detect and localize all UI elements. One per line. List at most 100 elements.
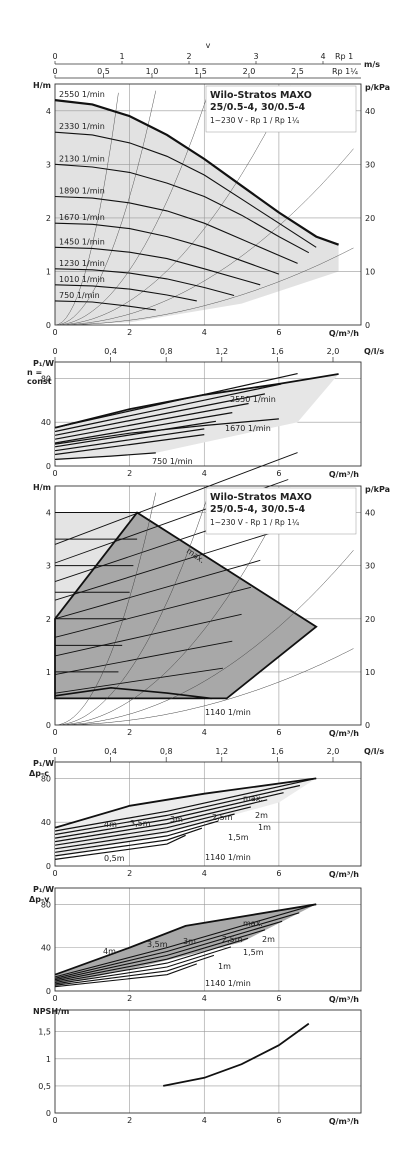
system-curve xyxy=(54,492,157,726)
top-tick-label: 2,5 xyxy=(291,67,304,76)
x-tick-label: 2 xyxy=(127,994,132,1003)
x-tick-label: 6 xyxy=(276,1116,281,1125)
x-tick-label: 2 xyxy=(127,469,132,478)
system-curve xyxy=(55,148,354,326)
curve-annotation: 750 1/min xyxy=(152,457,193,466)
system-curve xyxy=(55,247,354,326)
y-right-tick-label: 30 xyxy=(365,160,375,169)
power-curve-750 xyxy=(54,452,156,460)
x-axis-label: Q/m³/h xyxy=(329,729,359,738)
curve-annotation: 1670 1/min xyxy=(225,424,271,433)
x-tick-label: 4 xyxy=(202,869,207,878)
x-tick-label: 4 xyxy=(202,1116,207,1125)
dp-var-line xyxy=(54,640,233,675)
y-tick-label: 0,5 xyxy=(38,1082,51,1091)
power-curve xyxy=(54,813,235,850)
npsh-curve xyxy=(163,1022,310,1087)
power-curve xyxy=(54,792,284,839)
power-curve xyxy=(54,834,186,860)
top-axis-label-v: v xyxy=(206,41,211,50)
x-tick-label: 4 xyxy=(202,728,207,737)
top-tick-label: 0 xyxy=(52,347,57,356)
top-tick-label: 4 xyxy=(320,52,325,61)
y-right-axis-label: p/kPa xyxy=(365,83,390,92)
speed-curve-label: 1450 1/min xyxy=(59,237,105,246)
x-axis-label: Q/m³/h xyxy=(329,870,359,879)
speed-curve-750 xyxy=(54,300,156,311)
speed-curve-1230 xyxy=(54,268,235,297)
power-curve xyxy=(54,383,282,433)
curve-annotation: 2550 1/min xyxy=(230,395,276,404)
operating-area-shade xyxy=(55,100,339,325)
curve-annotation: 1m xyxy=(258,823,271,832)
x-tick-label: 4 xyxy=(202,994,207,1003)
curve-annotation: 1m xyxy=(218,962,231,971)
speed-curve-label: 2130 1/min xyxy=(59,154,105,163)
power-curve xyxy=(54,402,249,440)
curve-annotation: 1140 1/min xyxy=(205,853,251,862)
y-axis-label: H/m xyxy=(33,483,51,492)
dp-var-line xyxy=(54,586,252,638)
top-tick-label: 2 xyxy=(186,52,191,61)
power-curve-1670 xyxy=(54,418,279,445)
power-curve xyxy=(54,929,266,982)
x-tick-label: 6 xyxy=(276,869,281,878)
top-tick-label: 0 xyxy=(52,67,57,76)
y-tick-label: 0 xyxy=(46,462,51,471)
y-tick-label: 80 xyxy=(41,774,51,783)
speed-curve-label: 1230 1/min xyxy=(59,259,105,268)
x-tick-label: 6 xyxy=(276,469,281,478)
system-curve xyxy=(55,550,354,726)
power-curve-max xyxy=(54,903,317,976)
x-axis-label: Q/m³/h xyxy=(329,1117,359,1126)
y-right-tick-label: 40 xyxy=(365,107,375,116)
plot-frame xyxy=(54,887,362,992)
y-tick-label: 4 xyxy=(46,107,51,116)
power-curve xyxy=(54,903,317,978)
top-axis-note: Rp 1 xyxy=(335,52,353,61)
power-curve xyxy=(54,434,205,456)
x-tick-label: 2 xyxy=(127,869,132,878)
y-tick-label: 80 xyxy=(41,900,51,909)
x-tick-label: 2 xyxy=(127,1116,132,1125)
y-tick-label: 1 xyxy=(46,267,51,276)
x-tick-label: 0 xyxy=(52,869,57,878)
power-curve xyxy=(54,946,232,985)
system-curve xyxy=(54,495,209,726)
top-tick-label: 1,6 xyxy=(271,747,284,756)
y-tick-label: 2 xyxy=(46,214,51,223)
y-tick-label: 0 xyxy=(46,721,51,730)
speed-curve-label: 750 1/min xyxy=(59,291,100,300)
y-axis-label-extra: Δp-v xyxy=(29,895,50,904)
y-axis-label: H/m xyxy=(33,81,51,90)
y-right-tick-label: 40 xyxy=(365,509,375,518)
y-right-tick-label: 0 xyxy=(365,321,370,330)
chart-panel-p_dpc: 0 2 4 6 0 40 80 P₁/W Q/m³/h 0 0,4 0,8 1,2 1,6 2,0 Q/l/s… xyxy=(29,747,384,879)
speed-curve-1450 xyxy=(54,246,261,286)
top-tick-label: 1 xyxy=(119,52,124,61)
curve-annotation: 4m xyxy=(103,947,116,956)
top-tick-label: 1,2 xyxy=(215,747,228,756)
speed-curve-2330 xyxy=(54,131,317,248)
chart-panel-p_const: 0 2 4 6 0 40 80 P₁/W Q/m³/h 0 0,4 0,8 1,2 1,6 2,0 Q/l/s… xyxy=(27,347,384,479)
top-tick-label: 1,5 xyxy=(194,67,207,76)
power-curve xyxy=(54,428,205,452)
top-tick-label: 1,0 xyxy=(146,67,159,76)
speed-curve-2130 xyxy=(54,163,310,254)
y-tick-label: 1 xyxy=(46,1055,51,1064)
top-tick-label: 0 xyxy=(52,52,57,61)
curve-annotation: 3,5m xyxy=(130,819,151,828)
x-tick-label: 6 xyxy=(276,994,281,1003)
plot-frame xyxy=(54,361,362,467)
power-curve xyxy=(54,393,266,436)
x-tick-label: 2 xyxy=(127,728,132,737)
x-tick-label: 4 xyxy=(202,469,207,478)
curve-annotation: 1,5m xyxy=(243,948,264,957)
curve-annotation: max. xyxy=(243,794,263,803)
y-tick-label: 1,5 xyxy=(38,1028,51,1037)
system-curve xyxy=(54,90,157,326)
curve-annotation: 2,5m xyxy=(212,813,233,822)
x-tick-label: 2 xyxy=(127,328,132,337)
